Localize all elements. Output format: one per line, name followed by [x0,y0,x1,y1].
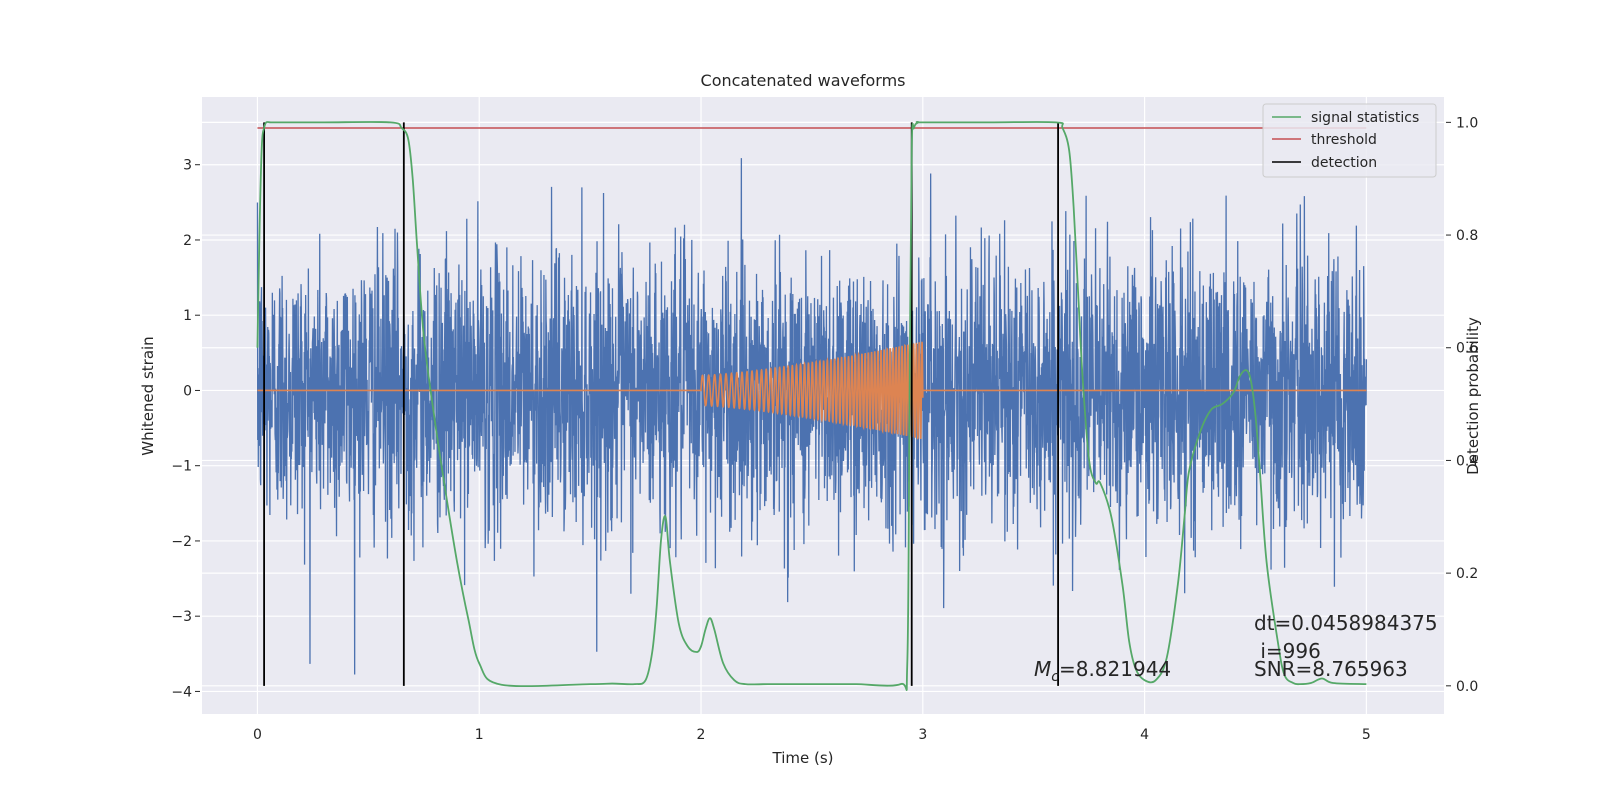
x-tick-label: 3 [918,727,927,743]
legend: signal statistics threshold detection [1262,103,1437,178]
y2-tick-label: 0.6 [1456,341,1478,357]
chirp-mass-symbol: M [1034,657,1051,681]
y-tick-label: −2 [171,534,192,550]
x-tick-label: 5 [1362,727,1371,743]
legend-label-detection: detection [1311,155,1377,171]
chirp-mass-subscript: c [1051,669,1059,685]
y2-tick-label: 0.0 [1456,679,1478,695]
y2-tick-label: 1.0 [1456,115,1478,131]
y-tick-label: 0 [183,383,192,399]
x-tick-label: 4 [1140,727,1149,743]
y2-tick-label: 0.2 [1456,566,1478,582]
x-axis-label: Time (s) [772,749,834,767]
snr-annotation: SNR=8.765963 [1254,657,1408,681]
legend-box [1262,103,1437,178]
y2-tick-label: 0.8 [1456,228,1478,244]
waveform-series-line [257,341,1367,440]
plot-area: 0 1 2 3 4 5 −4 −3 −2 −1 0 1 2 3 0.0 0.2 0.4 0.6 0.8 1.0 [171,97,1478,743]
chart-title: Concatenated waveforms [701,71,906,90]
index-annotation: i=996 [1254,639,1321,663]
x-tick-label: 1 [475,727,484,743]
dt-annotation: dt=0.0458984375 [1254,611,1438,635]
legend-label-threshold: threshold [1311,132,1377,148]
signal-statistics-line [256,121,1367,691]
y-tick-label: −1 [171,459,192,475]
chirp-mass-value: =8.821944 [1059,657,1171,681]
y-axis-label: Whitened strain [139,336,157,455]
y2-tick-label: 0.4 [1456,453,1478,469]
x-tick-label: 0 [253,727,262,743]
legend-label-signal-statistics: signal statistics [1311,110,1419,126]
annotations: Mc=8.821944 dt=0.0458984375 i=996 SNR=8.… [1034,611,1438,685]
chirp-mass-annotation: Mc=8.821944 [1034,657,1171,685]
y-tick-label: −3 [171,609,192,625]
y-tick-label: 2 [183,233,192,249]
x-tick-label: 2 [697,727,706,743]
y-tick-label: 3 [183,158,192,174]
y-tick-label: 1 [183,308,192,324]
y-tick-label: −4 [171,684,192,700]
y2-axis-label: Detection probability [1464,317,1482,475]
